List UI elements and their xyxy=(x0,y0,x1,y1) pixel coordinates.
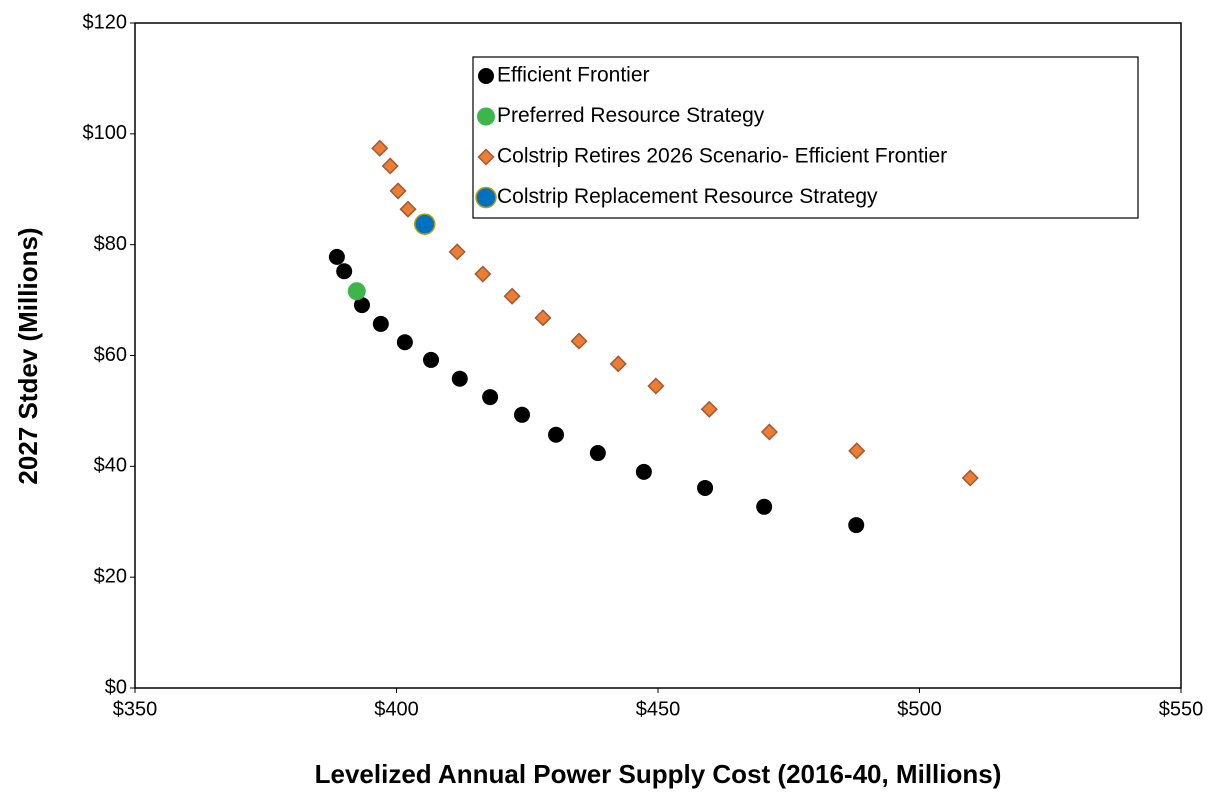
point xyxy=(347,282,366,301)
point xyxy=(482,389,499,406)
point xyxy=(700,400,718,418)
point xyxy=(548,426,565,443)
point xyxy=(396,334,413,351)
y-tick-label: $80 xyxy=(94,233,127,255)
point xyxy=(570,332,588,350)
point xyxy=(474,265,492,283)
point xyxy=(848,517,865,534)
legend-text: Colstrip Replacement Resource Strategy xyxy=(497,185,878,208)
point xyxy=(328,248,345,265)
legend-marker xyxy=(475,186,497,209)
point xyxy=(961,469,979,487)
y-tick-label: $20 xyxy=(94,565,127,587)
x-tick-label: $450 xyxy=(636,698,681,720)
x-axis-label: Levelized Annual Power Supply Cost (2016… xyxy=(315,759,1002,789)
y-tick-label: $0 xyxy=(105,676,127,698)
y-tick-label: $120 xyxy=(83,11,128,33)
point xyxy=(756,498,773,515)
point xyxy=(503,287,521,305)
legend-marker xyxy=(477,148,495,166)
point xyxy=(848,442,866,460)
x-tick-label: $400 xyxy=(374,698,419,720)
point xyxy=(389,182,407,200)
point xyxy=(609,355,627,373)
y-tick-label: $40 xyxy=(94,455,127,477)
legend-text: Colstrip Retires 2026 Scenario- Efficien… xyxy=(497,145,947,168)
y-tick-label: $60 xyxy=(94,344,127,366)
point xyxy=(423,351,440,368)
point xyxy=(448,243,466,261)
x-tick-label: $550 xyxy=(1159,698,1204,720)
legend-text: Preferred Resource Strategy xyxy=(497,104,765,127)
point xyxy=(372,315,389,332)
point xyxy=(635,463,652,480)
legend-text: Efficient Frontier xyxy=(497,64,650,87)
point xyxy=(381,157,399,175)
point xyxy=(336,263,353,280)
point xyxy=(371,139,389,157)
point xyxy=(451,370,468,387)
point xyxy=(353,297,370,314)
y-axis-label: 2027 Stdev (Millions) xyxy=(13,227,43,484)
legend-marker xyxy=(477,107,495,126)
x-tick-label: $500 xyxy=(897,698,942,720)
x-tick-label: $350 xyxy=(113,698,158,720)
point xyxy=(399,200,417,218)
y-tick-label: $100 xyxy=(83,122,128,144)
point xyxy=(534,309,552,327)
point xyxy=(647,377,665,395)
point xyxy=(760,423,778,441)
point xyxy=(413,213,436,235)
legend-marker xyxy=(478,68,494,84)
point xyxy=(697,479,714,496)
point xyxy=(589,445,606,462)
point xyxy=(514,406,531,423)
legend-box xyxy=(472,56,1139,219)
